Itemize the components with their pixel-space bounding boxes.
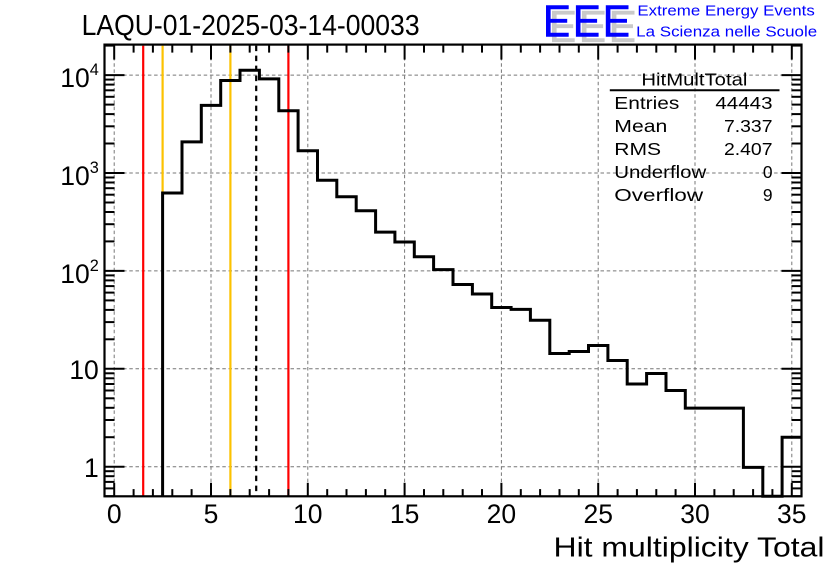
svg-text:20: 20 [487,499,516,529]
svg-text:35: 35 [777,499,806,529]
svg-text:30: 30 [680,499,709,529]
svg-text:Mean: Mean [614,116,667,136]
svg-text:1: 1 [84,453,99,483]
svg-text:Underflow: Underflow [614,162,707,182]
svg-text:102: 102 [60,257,99,289]
svg-text:HitMultTotal: HitMultTotal [641,69,747,89]
svg-text:Extreme Energy Events: Extreme Energy Events [637,4,814,20]
svg-text:15: 15 [390,499,419,529]
svg-text:2.407: 2.407 [724,139,773,159]
svg-text:Hit multiplicity Total: Hit multiplicity Total [554,532,825,563]
svg-text:0: 0 [107,499,122,529]
svg-text:RMS: RMS [614,139,661,159]
svg-text:44443: 44443 [715,93,772,113]
svg-text:10: 10 [69,355,98,385]
svg-text:9: 9 [763,185,773,205]
svg-text:7.337: 7.337 [724,116,773,136]
svg-text:Entries: Entries [614,93,679,113]
svg-text:La Scienza nelle Scuole: La Scienza nelle Scuole [636,25,817,41]
svg-text:5: 5 [204,499,219,529]
svg-text:10: 10 [293,499,322,529]
svg-text:Overflow: Overflow [614,185,703,205]
svg-text:0: 0 [763,162,773,182]
svg-text:LAQU-01-2025-03-14-00033: LAQU-01-2025-03-14-00033 [82,10,420,42]
svg-text:25: 25 [583,499,612,529]
